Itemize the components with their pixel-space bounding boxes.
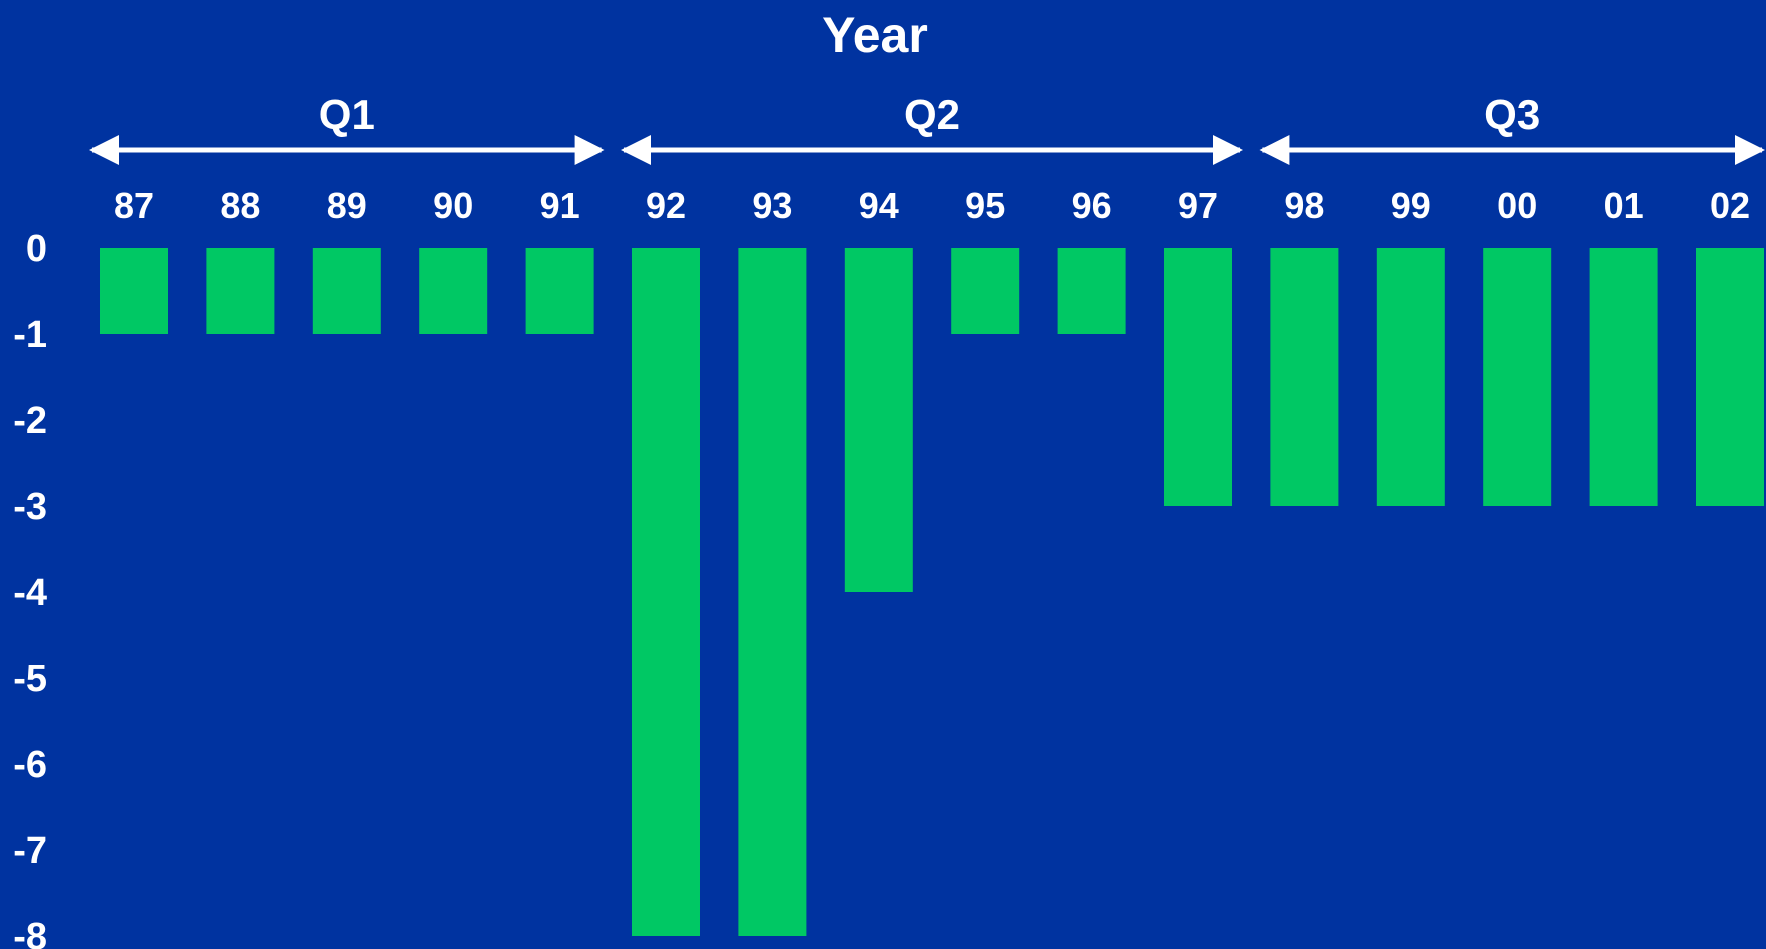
x-tick-label: 90 — [433, 185, 473, 226]
y-tick-label: -1 — [13, 314, 47, 356]
bar-90 — [419, 248, 488, 334]
x-tick-label: 93 — [752, 185, 792, 226]
x-tick-label: 99 — [1391, 185, 1431, 226]
bar-97 — [1164, 248, 1232, 506]
x-tick-label: 96 — [1072, 185, 1112, 226]
bar-02 — [1696, 248, 1764, 506]
y-tick-labels: 0 -1 -2 -3 -4 -5 -6 -7 -8 — [13, 228, 47, 949]
bar-99 — [1376, 248, 1445, 506]
x-axis-title: Year — [822, 7, 928, 63]
y-tick-label: 0 — [26, 228, 47, 270]
x-tick-label: 98 — [1284, 185, 1324, 226]
bar-01 — [1589, 248, 1658, 506]
bar-88 — [206, 248, 275, 334]
x-tick-label: 97 — [1178, 185, 1218, 226]
y-tick-label: -4 — [13, 572, 47, 614]
bar-98 — [1270, 248, 1339, 506]
y-tick-label: -3 — [13, 486, 47, 528]
group-label-q1: Q1 — [319, 91, 375, 138]
x-tick-labels: 87 88 89 90 91 92 93 94 95 96 97 98 99 00 01 02 — [114, 185, 1750, 226]
y-tick-label: -6 — [13, 744, 47, 786]
x-tick-label: 02 — [1710, 185, 1750, 226]
y-tick-label: -7 — [13, 830, 47, 872]
x-tick-label: 01 — [1604, 185, 1644, 226]
x-tick-label: 91 — [540, 185, 580, 226]
x-tick-label: 94 — [859, 185, 899, 226]
bars — [100, 248, 1764, 936]
quarter-groups: Q1 Q2 Q3 — [89, 91, 1765, 165]
bar-87 — [100, 248, 168, 334]
x-tick-label: 89 — [327, 185, 367, 226]
bar-95 — [951, 248, 1020, 334]
x-tick-label: 88 — [220, 185, 260, 226]
bar-91 — [525, 248, 594, 334]
bar-00 — [1483, 248, 1552, 506]
x-tick-label: 92 — [646, 185, 686, 226]
x-tick-label: 87 — [114, 185, 154, 226]
y-tick-label: -2 — [13, 400, 47, 442]
bar-94 — [844, 248, 913, 592]
x-tick-label: 95 — [965, 185, 1005, 226]
y-tick-label: -5 — [13, 658, 47, 700]
group-label-q2: Q2 — [904, 91, 960, 138]
x-tick-label: 00 — [1497, 185, 1537, 226]
group-label-q3: Q3 — [1484, 91, 1540, 138]
bar-92 — [632, 248, 700, 936]
bar-93 — [738, 248, 807, 936]
bar-89 — [312, 248, 381, 334]
bar-96 — [1057, 248, 1126, 334]
y-tick-label: -8 — [13, 916, 47, 949]
